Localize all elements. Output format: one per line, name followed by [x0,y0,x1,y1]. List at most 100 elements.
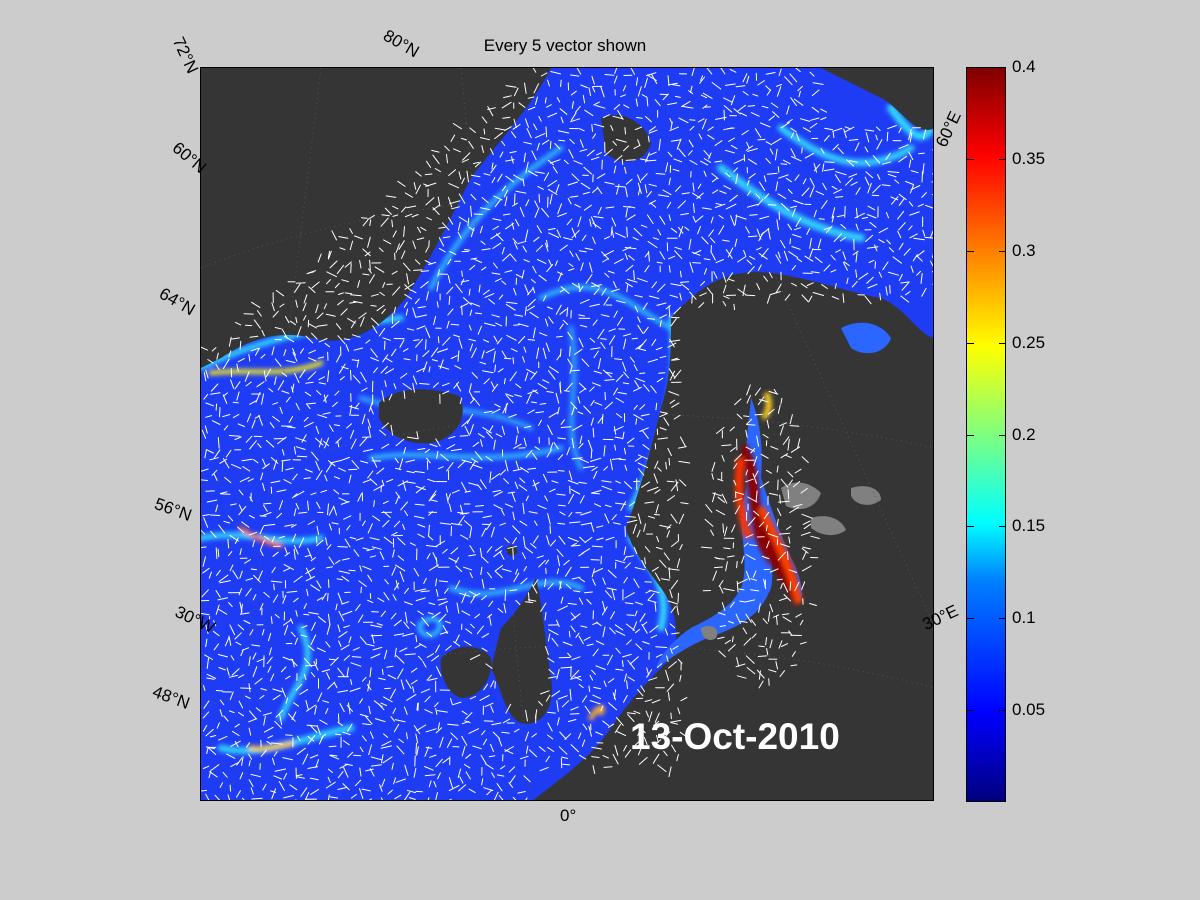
current-vector [295,799,297,800]
current-vector [766,419,770,429]
current-vector [522,245,527,253]
current-vector [400,373,408,379]
current-vector [341,575,350,582]
current-vector [667,568,680,571]
current-vector [578,732,582,740]
current-vector [624,247,637,250]
current-vector [866,214,877,219]
current-vector [655,504,659,514]
current-vector [565,382,573,391]
current-vector [484,763,494,770]
current-vector [524,425,532,429]
current-vector [205,415,213,418]
current-vector [910,265,914,273]
current-vector [528,511,538,514]
current-vector [395,491,401,499]
current-vector [668,368,676,379]
current-vector [905,180,914,185]
current-vector [427,612,434,615]
current-vector [898,193,907,201]
current-vector [326,623,331,635]
current-vector [211,420,221,425]
current-vector [283,349,287,356]
current-vector [736,560,738,569]
current-vector [452,123,462,130]
current-vector [447,275,451,284]
current-vector [316,324,328,327]
current-vector [711,461,716,472]
current-vector [614,744,619,756]
current-vector [648,129,658,134]
current-vector [600,338,607,340]
current-vector [272,688,283,693]
current-vector [718,580,724,587]
current-vector [534,207,540,218]
current-vector [640,413,650,417]
current-vector [589,337,596,343]
current-vector [590,347,601,350]
current-vector [620,94,626,98]
current-vector [786,105,790,115]
current-vector [549,193,553,205]
current-vector [738,588,745,591]
current-vector [757,655,767,657]
current-vector [734,238,738,247]
current-vector [608,328,616,332]
current-vector [513,572,520,583]
current-vector [478,284,481,293]
current-vector [425,728,437,733]
current-vector [310,788,319,795]
current-vector [404,192,413,198]
current-vector [635,601,643,605]
current-vector [582,465,595,469]
current-vector [353,235,363,240]
current-vector [736,657,740,667]
current-vector [881,184,891,187]
current-vector [778,500,790,503]
current-vector [868,259,875,263]
current-vector [876,126,881,131]
current-vector [442,236,451,239]
current-vector [267,665,272,673]
current-vector [703,258,711,261]
current-vector [617,109,624,120]
current-vector [809,177,815,187]
current-vector [499,151,504,158]
current-vector [469,654,481,660]
current-vector [242,466,251,472]
current-vector [257,310,262,317]
current-vector [413,269,423,271]
current-vector [275,289,285,297]
current-vector [714,566,723,569]
current-vector [238,700,244,709]
current-vector [758,645,765,648]
current-vector [424,766,434,771]
current-vector [417,448,426,451]
current-vector [634,567,646,571]
current-vector [585,274,593,284]
current-vector [534,171,545,174]
current-vector [501,247,505,255]
current-vector [777,193,787,200]
current-vector [326,672,331,680]
current-vector [571,457,583,460]
current-vector [448,798,452,800]
current-vector [436,450,439,459]
current-vector [415,485,426,491]
current-vector [526,305,535,311]
current-vector [546,264,554,273]
current-vector [693,250,702,255]
current-vector [517,240,527,245]
current-vector [767,408,775,415]
current-vector [274,614,280,619]
current-vector [509,253,517,262]
current-vector [800,283,808,289]
current-vector [419,383,430,385]
current-vector [457,231,462,239]
current-vector [797,85,803,92]
current-vector [590,449,593,459]
current-vector [732,498,743,502]
current-vector [252,594,257,601]
current-vector [922,163,925,175]
current-vector [335,323,342,330]
